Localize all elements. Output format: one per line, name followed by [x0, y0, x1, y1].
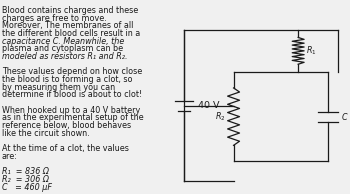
Text: 40 V: 40 V — [198, 101, 219, 110]
Text: R₂  = 306 Ω: R₂ = 306 Ω — [2, 175, 49, 184]
Text: reference below, blood behaves: reference below, blood behaves — [2, 121, 131, 130]
Text: R₁  = 836 Ω: R₁ = 836 Ω — [2, 167, 49, 176]
Text: $R_2$: $R_2$ — [215, 110, 226, 123]
Text: the blood is to forming a clot, so: the blood is to forming a clot, so — [2, 75, 133, 84]
Text: $R_1$: $R_1$ — [306, 45, 317, 57]
Text: $C$: $C$ — [341, 111, 349, 122]
Text: by measuring them you can: by measuring them you can — [2, 83, 115, 92]
Text: as in the experimental setup of the: as in the experimental setup of the — [2, 113, 143, 122]
Text: determine if blood is about to clot!: determine if blood is about to clot! — [2, 90, 142, 99]
Text: like the circuit shown.: like the circuit shown. — [2, 129, 90, 138]
Text: charges are free to move.: charges are free to move. — [2, 14, 107, 23]
Text: the different blood cells result in a: the different blood cells result in a — [2, 29, 140, 38]
Text: When hooked up to a 40 V battery: When hooked up to a 40 V battery — [2, 106, 140, 115]
Text: C   = 460 µF: C = 460 µF — [2, 183, 52, 191]
Text: Moreover, The membranes of all: Moreover, The membranes of all — [2, 21, 133, 30]
Text: are:: are: — [2, 152, 18, 161]
Text: plasma and cytoplasm can be: plasma and cytoplasm can be — [2, 44, 123, 53]
Text: capacitance C. Meanwhile, the: capacitance C. Meanwhile, the — [2, 37, 124, 46]
Text: Blood contains charges and these: Blood contains charges and these — [2, 6, 138, 15]
Text: At the time of a clot, the values: At the time of a clot, the values — [2, 144, 129, 153]
Text: modeled as resistors R₁ and R₂.: modeled as resistors R₁ and R₂. — [2, 52, 127, 61]
Text: These values depend on how close: These values depend on how close — [2, 67, 142, 76]
